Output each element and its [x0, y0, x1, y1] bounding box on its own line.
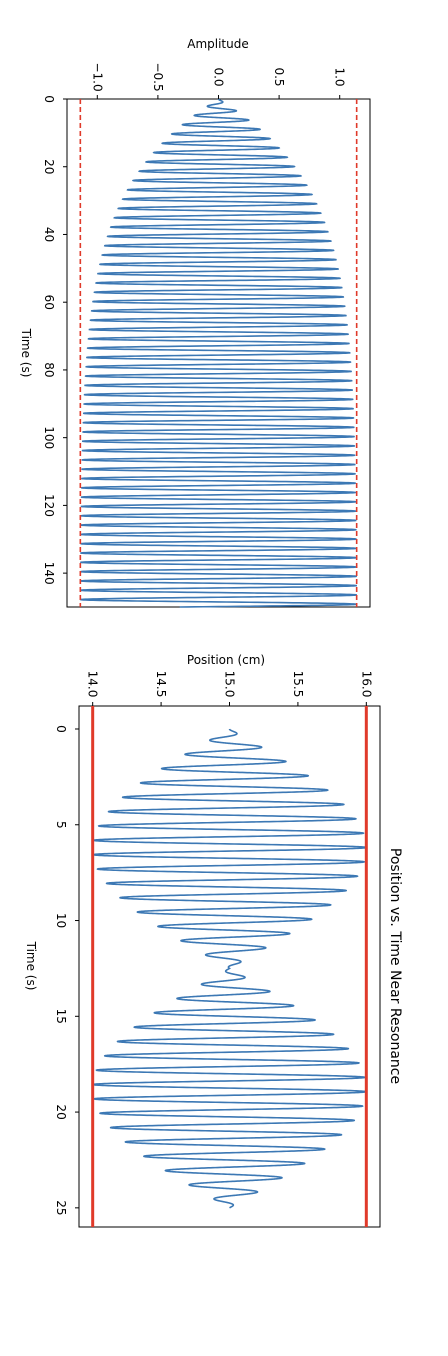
- x-tick-label: 10: [54, 913, 68, 928]
- y-tick-label: 0.5: [272, 67, 286, 86]
- x-tick-label: 100: [42, 426, 56, 449]
- series-line: [91, 728, 368, 1209]
- x-tick-label: 0: [54, 725, 68, 733]
- y-tick-label: −1.0: [90, 62, 104, 91]
- y-tick-label: 0.0: [212, 67, 226, 86]
- x-axis-label: Time (s): [19, 328, 33, 378]
- series-line: [79, 98, 358, 608]
- series-group: [91, 706, 368, 1227]
- chart-position: 0 5 10 15 20 25 14.0 14.5 15.0 15.5 16.0 Position …: [24, 653, 403, 1228]
- chart-amplitude: 0 20 40 60 80 100 120 140 −1.0 −0.5 0.0 0.5 1.0 Ampl…: [19, 37, 371, 608]
- y-axis-label: Position (cm): [187, 653, 265, 667]
- y-tick-label: −0.5: [151, 62, 165, 91]
- x-tick-label: 0: [42, 95, 56, 103]
- y-axis-label: Amplitude: [187, 37, 249, 51]
- tick-group: 0 20 40 60 80 100 120 140 −1.0 −0.5 0.0 0.5 1.0: [42, 62, 347, 584]
- y-tick-label: 14.5: [154, 671, 168, 698]
- x-tick-label: 25: [54, 1200, 68, 1215]
- x-axis-label: Time (s): [24, 941, 38, 991]
- y-tick-label: 14.0: [86, 671, 100, 698]
- y-tick-label: 15.5: [291, 671, 305, 698]
- chart-title: Position vs. Time Near Resonance: [387, 848, 403, 1084]
- x-tick-label: 40: [42, 227, 56, 242]
- x-tick-label: 15: [54, 1009, 68, 1024]
- x-tick-label: 120: [42, 494, 56, 517]
- x-tick-label: 140: [42, 562, 56, 585]
- series-group: [79, 98, 358, 608]
- y-tick-label: 16.0: [359, 671, 373, 698]
- x-tick-label: 20: [54, 1104, 68, 1119]
- y-tick-label: 15.0: [223, 671, 237, 698]
- x-tick-label: 5: [54, 821, 68, 829]
- x-tick-label: 20: [42, 159, 56, 174]
- tick-group: 0 5 10 15 20 25 14.0 14.5 15.0 15.5 16.0: [54, 671, 373, 1216]
- x-tick-label: 60: [42, 295, 56, 310]
- y-tick-label: 1.0: [333, 67, 347, 86]
- x-tick-label: 80: [42, 362, 56, 377]
